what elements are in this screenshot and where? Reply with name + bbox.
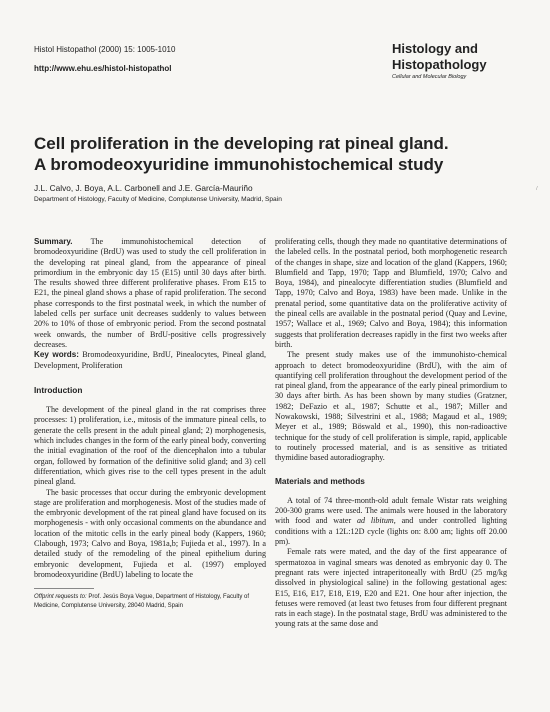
right-column: proliferating cells, though they made no… [275,237,507,630]
journal-masthead: Histology and Histopathology Cellular an… [392,41,487,80]
methods-paragraph-1: A total of 74 three-month-old adult fema… [275,496,507,547]
keywords-label: Key words: [34,350,79,360]
summary-label: Summary. [34,237,73,246]
header-left: Histol Histopathol (2000) 15: 1005-1010 … [34,40,175,78]
journal-subtitle: Cellular and Molecular Biology [392,74,467,80]
summary-text: The immunohistochemical detection of bro… [34,237,266,349]
footnote-text: Prof. Jesús Boya Vegue, Department of Hi… [34,594,250,610]
intro-paragraph-2: The basic processes that occur during th… [34,487,266,579]
methods-paragraph-2: Female rats were mated, and the day of t… [275,547,507,629]
citation: Histol Histopathol (2000) 15: 1005-1010 [34,45,176,54]
article-title: Cell proliferation in the developing rat… [34,133,524,175]
intro-paragraph-4: The present study makes use of the immun… [275,350,507,463]
methods-p1-text-b: , and under controlled lighting conditio… [275,516,507,547]
journal-name-line2: Histopathology [392,57,487,72]
methods-heading: Materials and methods [275,475,365,486]
journal-name-line1: Histology and [392,41,478,56]
margin-mark: / [536,186,538,192]
keywords-paragraph: Key words: Bromodeoxyuridine, BrdU, Pine… [34,350,266,371]
journal-url[interactable]: http://www.ehu.es/histol-histopathol [34,64,172,73]
footnote-rule [34,588,94,590]
affiliation: Department of Histology, Faculty of Medi… [34,196,282,203]
intro-paragraph-3: proliferating cells, though they made no… [275,237,507,349]
left-column: Summary. The immunohistochemical detecti… [34,237,266,611]
keywords-text: Bromodeoxyuridine, BrdU, Pinealocytes, P… [34,350,266,370]
footnote-label: Offprint requests to: [34,594,87,601]
authors: J.L. Calvo, J. Boya, A.L. Carbonell and … [34,183,253,193]
summary-paragraph: Summary. The immunohistochemical detecti… [34,237,266,350]
title-line2: A bromodeoxyuridine immunohistochemical … [34,155,444,174]
footnote: Offprint requests to: Prof. Jesús Boya V… [34,593,266,611]
introduction-heading: Introduction [34,384,83,395]
methods-p1-italic: ad libitum [356,516,394,526]
methods-p1-text-a: A total of 74 three-month-old adult fema… [275,495,507,526]
title-line1: Cell proliferation in the developing rat… [34,134,449,153]
intro-paragraph-1: The development of the pineal gland in t… [34,405,266,487]
